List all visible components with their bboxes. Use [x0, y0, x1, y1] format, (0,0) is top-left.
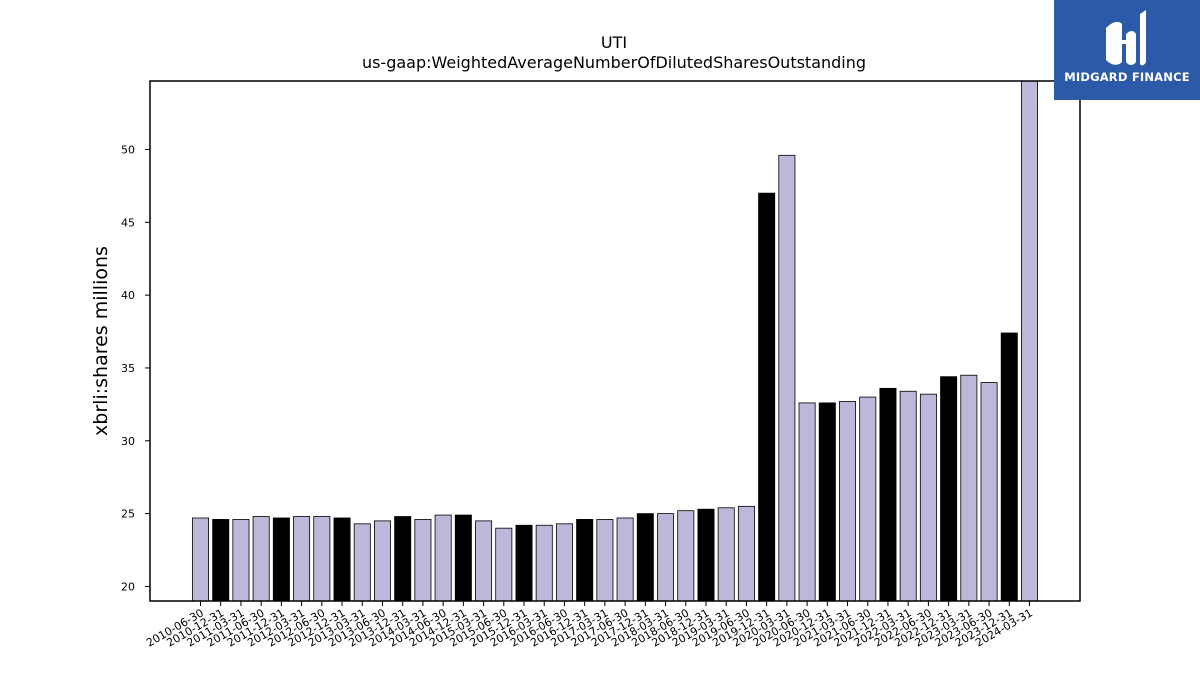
- bar-2018-12-31: [697, 508, 715, 602]
- y-tick-label: 40: [121, 289, 135, 302]
- bar-2022-03-31: [899, 390, 917, 602]
- bar-2012-03-31: [293, 516, 311, 602]
- bar-2014-12-31: [454, 514, 472, 602]
- bar-2013-12-31: [394, 516, 412, 602]
- bar-2015-12-31: [515, 524, 533, 602]
- bar-2018-03-31: [657, 513, 675, 602]
- brand-logo: MIDGARD FINANCE: [1054, 0, 1200, 100]
- y-tick-label: 50: [121, 143, 135, 156]
- bar-2022-12-31: [940, 376, 958, 602]
- bar-2014-06-30: [434, 514, 452, 602]
- bar-2011-12-31: [272, 517, 290, 602]
- bars: [192, 80, 1038, 602]
- bar-2019-06-30: [737, 505, 755, 602]
- y-tick-label: 35: [121, 362, 135, 375]
- bar-2017-12-31: [636, 513, 654, 602]
- bar-2016-03-31: [535, 524, 553, 602]
- bar-2016-12-31: [576, 519, 594, 602]
- bar-2020-06-30: [798, 402, 816, 602]
- y-tick-label: 20: [121, 580, 135, 593]
- bar-2010-06-30: [192, 517, 209, 602]
- bar-2012-12-31: [333, 517, 351, 602]
- chart-title: UTI: [601, 33, 627, 52]
- bar-2020-03-31: [778, 154, 796, 602]
- bar-2023-06-30: [980, 382, 998, 602]
- bar-2019-03-31: [717, 507, 735, 602]
- bar-2011-03-31: [232, 519, 250, 602]
- bar-2020-12-31: [818, 402, 836, 602]
- plot-frame: [149, 80, 1081, 602]
- bar-2019-12-31: [758, 192, 776, 602]
- bar-2012-06-30: [313, 516, 331, 602]
- brand-name: MIDGARD FINANCE: [1064, 70, 1190, 84]
- bar-2018-06-30: [677, 510, 695, 602]
- y-tick-label: 30: [121, 435, 135, 448]
- x-ticks: 2010-06-302010-12-312011-03-312011-06-30…: [144, 601, 1035, 650]
- y-ticks: 20 25 30 35 40 45 50: [121, 143, 150, 593]
- bar-2017-06-30: [616, 517, 634, 602]
- bar-2023-03-31: [960, 374, 978, 602]
- bar-2017-03-31: [596, 519, 614, 602]
- bar-2013-03-31: [353, 523, 371, 602]
- bar-2015-06-30: [495, 527, 513, 602]
- bar-2013-06-30: [373, 520, 391, 602]
- bar-2015-03-31: [475, 520, 493, 602]
- bar-2021-03-31: [839, 401, 857, 602]
- bar-2023-12-31: [1000, 332, 1018, 602]
- y-tick-label: 45: [121, 216, 135, 229]
- bar-2011-06-30: [252, 516, 270, 602]
- bar-2014-03-31: [414, 519, 432, 602]
- bar-2022-06-30: [919, 393, 937, 602]
- y-tick-label: 25: [121, 508, 135, 521]
- bar-2010-12-31: [212, 519, 230, 602]
- bar-2021-06-30: [859, 396, 877, 602]
- bar-2024-03-31: [1021, 80, 1038, 602]
- bar-2021-12-31: [879, 387, 897, 602]
- chart-subtitle: us-gaap:WeightedAverageNumberOfDilutedSh…: [362, 53, 866, 72]
- logo-mark-icon: [1106, 10, 1146, 66]
- y-axis-label: xbrli:shares millions: [90, 246, 112, 436]
- bar-2016-06-30: [555, 523, 573, 602]
